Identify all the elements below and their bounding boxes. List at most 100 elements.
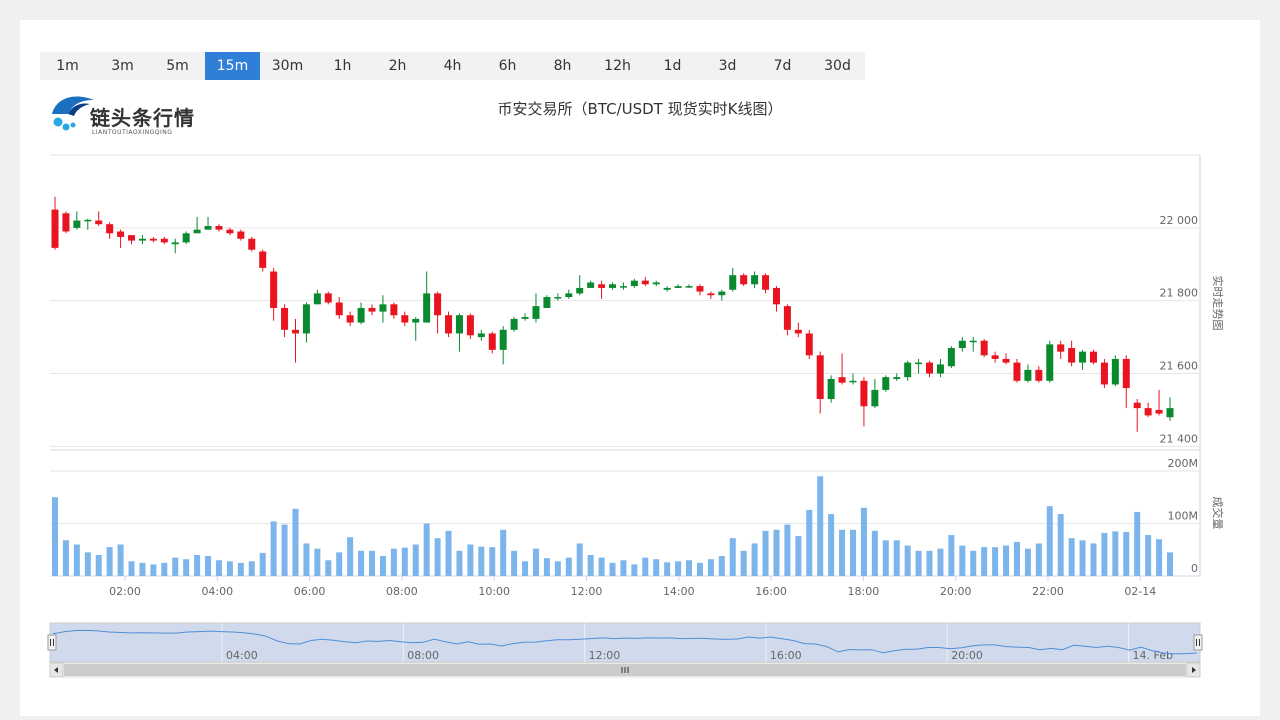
navigator-handle-left[interactable] [47, 634, 57, 651]
candle-up [1046, 344, 1054, 381]
interval-1h[interactable]: 1h [333, 58, 352, 74]
brand-logo: 链头条行情 LIANTOUTIAOXINGQING [50, 92, 220, 142]
volume-bar [1013, 541, 1020, 576]
candle-down [346, 315, 354, 323]
navigator-handle-right[interactable] [1193, 634, 1203, 651]
volume-bar [609, 562, 616, 576]
candle-up [204, 226, 212, 230]
candlestick-chart: 22 000 21 800 21 600 21 400 200M 100M 0 实时走势图成交… [47, 154, 1225, 678]
volume-bar [664, 562, 671, 576]
price-axis-title: 实时走势图 [1211, 276, 1225, 331]
volume-bar [1024, 548, 1031, 576]
candle-down [215, 226, 223, 230]
volume-bar [401, 547, 408, 576]
candle-down [149, 238, 157, 241]
candle-up [849, 380, 857, 383]
volume-bar [631, 564, 638, 576]
volume-bar [806, 509, 813, 576]
candle-up [423, 293, 431, 323]
volume-bar [532, 548, 539, 576]
candle-down [772, 287, 780, 305]
volume-bar [642, 557, 649, 576]
candle-up [182, 233, 190, 243]
candle-down [1068, 348, 1076, 363]
candle-down [1122, 358, 1130, 389]
candle-down [783, 306, 791, 330]
candle-down [1057, 344, 1065, 352]
candle-up [313, 293, 321, 305]
candle-up [969, 340, 977, 343]
candle-down [259, 251, 267, 268]
candle-down [95, 220, 103, 225]
candle-up [882, 377, 890, 390]
x-tick-label: 10:00 [478, 585, 510, 598]
candle-down [324, 293, 332, 303]
volume-bar [52, 497, 58, 576]
volume-bar [696, 562, 703, 576]
interval-6h[interactable]: 6h [498, 58, 517, 74]
candle-up [663, 287, 671, 290]
volume-tick-label: 200M [1168, 457, 1199, 470]
interval-1d[interactable]: 1d [663, 58, 682, 74]
candle-down [740, 275, 748, 285]
candle-up [609, 284, 616, 288]
interval-7d[interactable]: 7d [773, 58, 792, 74]
volume-bar [1090, 543, 1097, 576]
candle-down [445, 315, 453, 334]
volume-bar [784, 524, 791, 576]
volume-bar [511, 550, 518, 576]
volume-bar [172, 557, 179, 576]
interval-30m[interactable]: 30m [271, 58, 304, 74]
candle-down [696, 286, 704, 292]
candle-up [751, 275, 759, 285]
volume-bar [303, 543, 310, 576]
volume-bar [1134, 511, 1141, 576]
candle-up [302, 304, 310, 334]
x-tick-label: 20:00 [940, 585, 972, 598]
volume-bar [161, 562, 168, 576]
candle-down [1013, 362, 1021, 381]
candle-down [838, 377, 846, 383]
navigator-tick-label: 16:00 [770, 649, 802, 662]
volume-bar [183, 559, 190, 576]
volume-bar [390, 548, 397, 576]
candle-down [488, 333, 496, 350]
interval-12h[interactable]: 12h [604, 58, 631, 74]
candle-up [357, 307, 365, 323]
candle-down [980, 340, 988, 356]
volume-bar [1123, 531, 1130, 576]
candle-up [138, 238, 146, 241]
interval-3m[interactable]: 3m [111, 58, 134, 74]
interval-15m[interactable]: 15m [205, 52, 260, 80]
candle-down [237, 231, 245, 239]
interval-2h[interactable]: 2h [388, 58, 407, 74]
candle-down [1155, 409, 1163, 414]
price-tick-label: 21 400 [1160, 432, 1199, 445]
candle-up [193, 229, 201, 234]
interval-8h[interactable]: 8h [553, 58, 572, 74]
volume-bar [314, 548, 321, 576]
volume-bar [729, 538, 736, 576]
interval-4h[interactable]: 4h [443, 58, 462, 74]
candle-up [827, 378, 835, 400]
candle-up [871, 389, 879, 407]
volume-bar [773, 529, 780, 576]
volume-bar [849, 529, 856, 576]
volume-bar [1046, 506, 1053, 576]
volume-bar [84, 552, 91, 576]
volume-bar [740, 550, 747, 576]
volume-bar [598, 557, 605, 576]
volume-bar [489, 547, 496, 576]
interval-30d[interactable]: 30d [824, 58, 851, 74]
candle-up [73, 220, 81, 228]
arrow-left-icon [54, 667, 58, 673]
volume-bar [347, 537, 354, 576]
interval-1m[interactable]: 1m [56, 58, 79, 74]
candle-up [729, 275, 737, 290]
volume-bar [904, 545, 911, 576]
candle-down [1035, 369, 1043, 381]
interval-3d[interactable]: 3d [718, 58, 737, 74]
candle-up [674, 286, 682, 288]
candle-up [915, 362, 923, 365]
interval-5m[interactable]: 5m [166, 58, 189, 74]
